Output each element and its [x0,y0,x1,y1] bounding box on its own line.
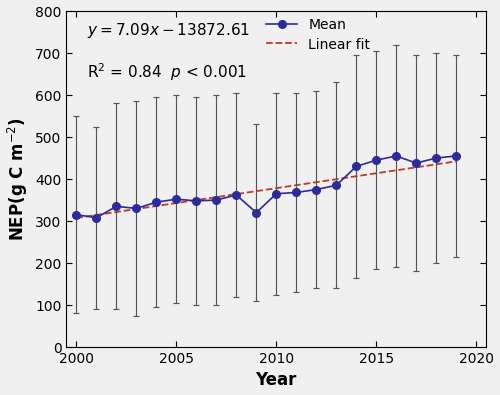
Y-axis label: NEP(g C m$^{-2}$): NEP(g C m$^{-2}$) [6,117,30,241]
X-axis label: Year: Year [256,371,297,389]
Text: $y = 7.09x - 13872.61$: $y = 7.09x - 13872.61$ [88,21,250,40]
Legend: Mean, Linear fit: Mean, Linear fit [266,18,370,52]
Text: R$^2$ = 0.84  $p$ < 0.001: R$^2$ = 0.84 $p$ < 0.001 [88,62,248,83]
